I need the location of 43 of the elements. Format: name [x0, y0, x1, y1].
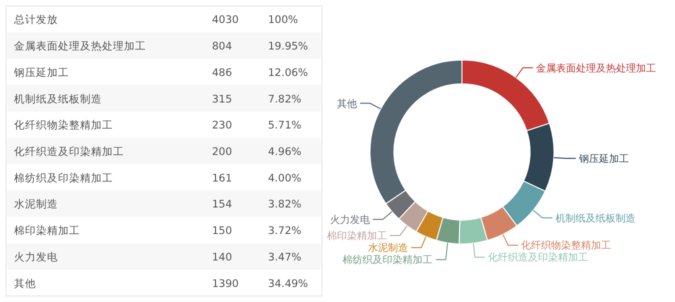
text: 3.72%	[268, 225, 302, 238]
text: 3.47%	[268, 251, 302, 264]
slice-label: 钢压延加工	[578, 152, 629, 165]
text: 5.71%	[268, 120, 302, 132]
text: 棉纺织及印染精加工	[14, 171, 113, 184]
text: 棉印染精加工	[14, 224, 80, 238]
slice-label: 化纤织造及印染精加工	[488, 252, 588, 264]
text: 4.00%	[268, 172, 302, 184]
text: 12.06%	[268, 66, 308, 79]
text: 19.95%	[268, 40, 308, 53]
slice-label: 金属表面处理及热处理加工	[536, 62, 656, 74]
text: 化纤织物染整精加工	[14, 118, 113, 132]
text: 486	[212, 66, 232, 79]
text: 火力发电	[14, 250, 58, 264]
text: 161	[212, 172, 232, 184]
text: 金属表面处理及热处理加工	[14, 40, 146, 53]
slice-label: 水泥制造	[368, 242, 408, 254]
text: 200	[212, 146, 232, 158]
text: 154	[212, 198, 232, 211]
text: 7.82%	[268, 93, 302, 106]
text: 3.82%	[268, 198, 302, 211]
slice-label: 机制纸及纸板制造	[555, 212, 636, 224]
text: 钢压延加工	[13, 66, 69, 79]
slice-label: 棉印染精加工	[326, 230, 387, 242]
slice-label: 棉纺织及印染精加工	[342, 254, 433, 266]
text: 水泥制造	[14, 198, 58, 211]
text: 总计发放	[13, 13, 58, 26]
text: 其他	[14, 276, 36, 290]
text: 140	[212, 251, 232, 264]
text: 315	[212, 93, 232, 106]
text: 34.49%	[268, 278, 308, 290]
text: 4030	[212, 14, 239, 26]
slice-label: 火力发电	[330, 214, 370, 226]
slice-label: 其他	[337, 98, 358, 110]
text: 150	[212, 225, 232, 238]
text: 804	[212, 40, 232, 53]
text: 1390	[212, 278, 239, 290]
text: 化纤织造及印染精加工	[14, 145, 124, 158]
text: 100%	[268, 14, 298, 26]
slice-label: 化纤织物染整精加工	[521, 240, 612, 252]
text: 4.96%	[268, 146, 302, 158]
text: 230	[212, 120, 232, 132]
text: 机制纸及纸板制造	[14, 92, 102, 106]
